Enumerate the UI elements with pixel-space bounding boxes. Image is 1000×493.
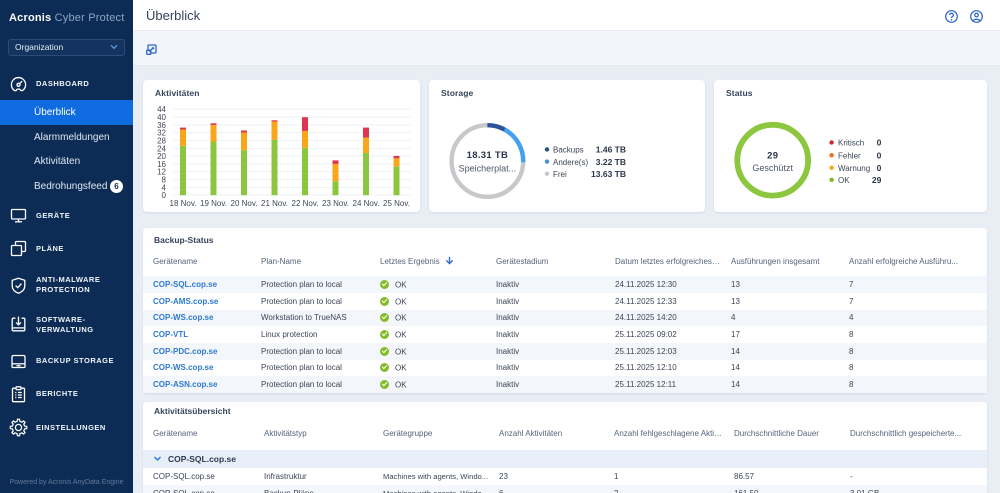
svg-text:13.63 TB: 13.63 TB xyxy=(591,169,626,179)
svg-text:36: 36 xyxy=(157,121,166,130)
svg-text:29: 29 xyxy=(767,151,778,162)
svg-text:Speicherplat...: Speicherplat... xyxy=(459,164,517,174)
svg-text:12: 12 xyxy=(157,168,166,177)
svg-text:16: 16 xyxy=(157,160,166,169)
svg-text:40: 40 xyxy=(157,113,166,122)
svg-text:25 Nov.: 25 Nov. xyxy=(383,199,410,208)
svg-text:21 Nov.: 21 Nov. xyxy=(261,199,288,208)
svg-text:28: 28 xyxy=(157,137,166,146)
svg-text:0: 0 xyxy=(877,150,882,160)
svg-text:Kritisch: Kritisch xyxy=(838,139,864,148)
svg-text:3.22 TB: 3.22 TB xyxy=(596,157,626,167)
svg-text:19 Nov.: 19 Nov. xyxy=(200,199,227,208)
svg-text:0: 0 xyxy=(877,138,882,148)
svg-text:4: 4 xyxy=(162,183,167,192)
svg-text:20: 20 xyxy=(157,152,166,161)
svg-text:1.46 TB: 1.46 TB xyxy=(596,145,626,155)
svg-text:22 Nov.: 22 Nov. xyxy=(292,199,319,208)
svg-text:44: 44 xyxy=(157,105,166,114)
svg-text:29: 29 xyxy=(872,175,882,185)
svg-text:24: 24 xyxy=(157,144,166,153)
svg-text:32: 32 xyxy=(157,129,166,138)
svg-text:Backups: Backups xyxy=(553,146,584,155)
svg-text:Andere(s): Andere(s) xyxy=(553,158,588,167)
svg-text:Fehler: Fehler xyxy=(838,151,861,160)
svg-text:20 Nov.: 20 Nov. xyxy=(231,199,258,208)
svg-text:Warnung: Warnung xyxy=(838,164,870,173)
svg-text:Frei: Frei xyxy=(553,170,567,179)
svg-text:0: 0 xyxy=(162,191,167,200)
svg-text:8: 8 xyxy=(162,176,167,185)
svg-text:18.31 TB: 18.31 TB xyxy=(467,150,508,161)
svg-text:23 Nov.: 23 Nov. xyxy=(322,199,349,208)
svg-text:Geschützt: Geschützt xyxy=(752,163,793,173)
svg-text:OK: OK xyxy=(838,176,850,185)
svg-text:0: 0 xyxy=(877,163,882,173)
svg-text:24 Nov.: 24 Nov. xyxy=(353,199,380,208)
svg-text:18 Nov.: 18 Nov. xyxy=(170,199,197,208)
